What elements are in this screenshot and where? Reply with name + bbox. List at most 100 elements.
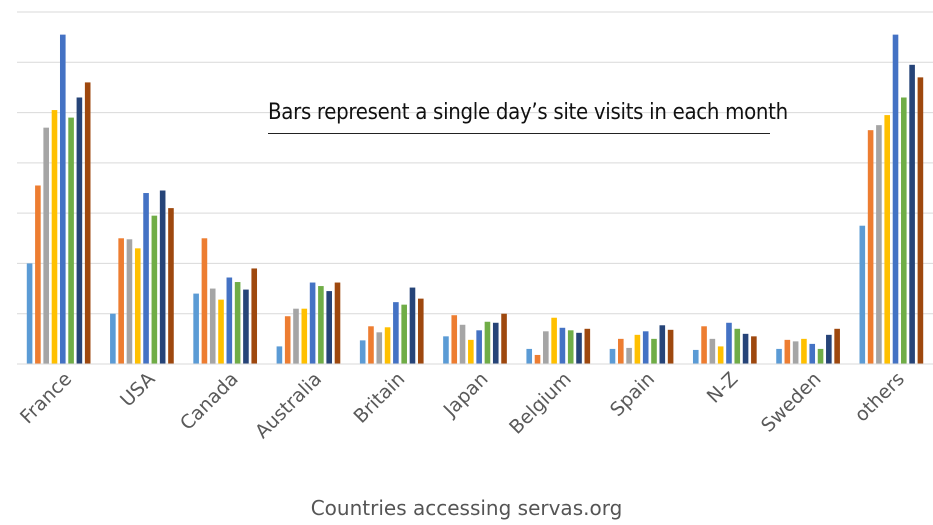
bar-france-1 xyxy=(27,263,33,364)
bar-others-4 xyxy=(884,115,890,364)
bar-japan-5 xyxy=(476,330,482,364)
bar-usa-6 xyxy=(152,216,158,364)
x-tick-label: USA xyxy=(116,368,159,411)
bar-france-7 xyxy=(77,97,83,364)
bar-belgium-4 xyxy=(551,318,557,364)
bar-spain-6 xyxy=(651,339,657,364)
x-axis-label: Countries accessing servas.org xyxy=(0,496,933,520)
bar-canada-6 xyxy=(235,282,241,364)
bar-n-z-8 xyxy=(751,336,757,364)
bar-britain-8 xyxy=(418,299,424,364)
x-tick-label: N-Z xyxy=(703,368,743,408)
bar-britain-6 xyxy=(401,305,407,364)
bars xyxy=(27,35,923,364)
bar-sweden-1 xyxy=(776,349,782,364)
bar-japan-2 xyxy=(451,315,457,364)
bar-japan-6 xyxy=(485,322,491,364)
bar-others-8 xyxy=(918,77,924,364)
bar-japan-1 xyxy=(443,336,449,364)
bar-belgium-3 xyxy=(543,331,549,364)
bar-others-6 xyxy=(901,97,907,364)
bar-usa-8 xyxy=(168,208,174,364)
bar-spain-7 xyxy=(660,325,666,364)
bar-spain-3 xyxy=(626,348,632,364)
bar-britain-7 xyxy=(410,288,416,364)
bar-n-z-6 xyxy=(734,329,740,364)
bar-others-5 xyxy=(893,35,899,364)
x-tick-label: Spain xyxy=(606,368,659,421)
bar-australia-2 xyxy=(285,316,291,364)
bar-spain-4 xyxy=(635,335,641,364)
x-tick-label: Australia xyxy=(251,368,326,443)
bar-france-2 xyxy=(35,185,41,364)
x-tick-labels: France USA Canada Australia Britain Japan Belg… xyxy=(16,368,909,443)
bar-australia-3 xyxy=(293,309,299,364)
x-tick-label: Canada xyxy=(176,368,243,435)
x-tick-label: Belgium xyxy=(505,368,576,439)
bar-spain-1 xyxy=(610,349,616,364)
bar-others-2 xyxy=(868,130,874,364)
bar-n-z-7 xyxy=(743,334,749,364)
bar-sweden-7 xyxy=(826,335,832,364)
bar-n-z-1 xyxy=(693,350,699,364)
bar-usa-3 xyxy=(127,239,133,364)
bar-france-8 xyxy=(85,82,91,364)
bar-britain-3 xyxy=(376,332,382,364)
x-tick-label: Britain xyxy=(349,368,409,428)
x-tick-label: Japan xyxy=(439,368,493,422)
bar-sweden-2 xyxy=(785,340,791,364)
bar-canada-1 xyxy=(193,294,199,364)
chart-annotation: Bars represent a single day’s site visit… xyxy=(268,100,770,134)
bar-belgium-8 xyxy=(585,329,591,364)
x-tick-label: Sweden xyxy=(757,368,826,437)
bar-others-3 xyxy=(876,125,882,364)
bar-japan-4 xyxy=(468,340,474,364)
bar-belgium-5 xyxy=(560,328,566,364)
bar-britain-4 xyxy=(385,327,391,364)
bar-canada-7 xyxy=(243,290,249,364)
bar-belgium-2 xyxy=(535,355,541,364)
bar-australia-8 xyxy=(335,283,341,364)
bar-france-6 xyxy=(68,118,74,364)
bar-britain-5 xyxy=(393,302,399,364)
bar-belgium-7 xyxy=(576,333,582,364)
bar-sweden-8 xyxy=(834,329,840,364)
bar-britain-1 xyxy=(360,340,366,364)
bar-sweden-3 xyxy=(793,341,799,364)
x-tick-label: others xyxy=(851,368,909,426)
bar-spain-5 xyxy=(643,331,649,364)
bar-canada-3 xyxy=(210,289,216,364)
bar-japan-7 xyxy=(493,323,499,364)
bar-sweden-4 xyxy=(801,339,807,364)
bar-others-7 xyxy=(909,65,915,364)
bar-sweden-5 xyxy=(809,344,815,364)
bar-france-3 xyxy=(43,128,49,364)
bar-belgium-1 xyxy=(526,349,532,364)
bar-japan-8 xyxy=(501,314,507,364)
bar-japan-3 xyxy=(460,325,466,364)
x-tick-label: France xyxy=(16,368,76,428)
bar-spain-8 xyxy=(668,330,674,364)
bar-canada-5 xyxy=(227,278,233,364)
bar-n-z-5 xyxy=(726,323,732,364)
bar-n-z-2 xyxy=(701,326,707,364)
bar-britain-2 xyxy=(368,326,374,364)
bar-australia-6 xyxy=(318,286,324,364)
bar-others-1 xyxy=(860,226,866,364)
bar-france-5 xyxy=(60,35,66,364)
bar-belgium-6 xyxy=(568,330,574,364)
bar-canada-4 xyxy=(218,300,224,364)
bar-canada-2 xyxy=(202,238,208,364)
bar-australia-7 xyxy=(326,291,332,364)
bar-usa-1 xyxy=(110,314,116,364)
bar-usa-7 xyxy=(160,191,166,364)
bar-australia-1 xyxy=(277,346,283,364)
bar-australia-4 xyxy=(302,309,308,364)
bar-usa-2 xyxy=(118,238,124,364)
bar-usa-5 xyxy=(143,193,149,364)
bar-france-4 xyxy=(52,110,58,364)
bar-n-z-3 xyxy=(710,339,716,364)
bar-sweden-6 xyxy=(818,349,824,364)
bar-usa-4 xyxy=(135,248,141,364)
